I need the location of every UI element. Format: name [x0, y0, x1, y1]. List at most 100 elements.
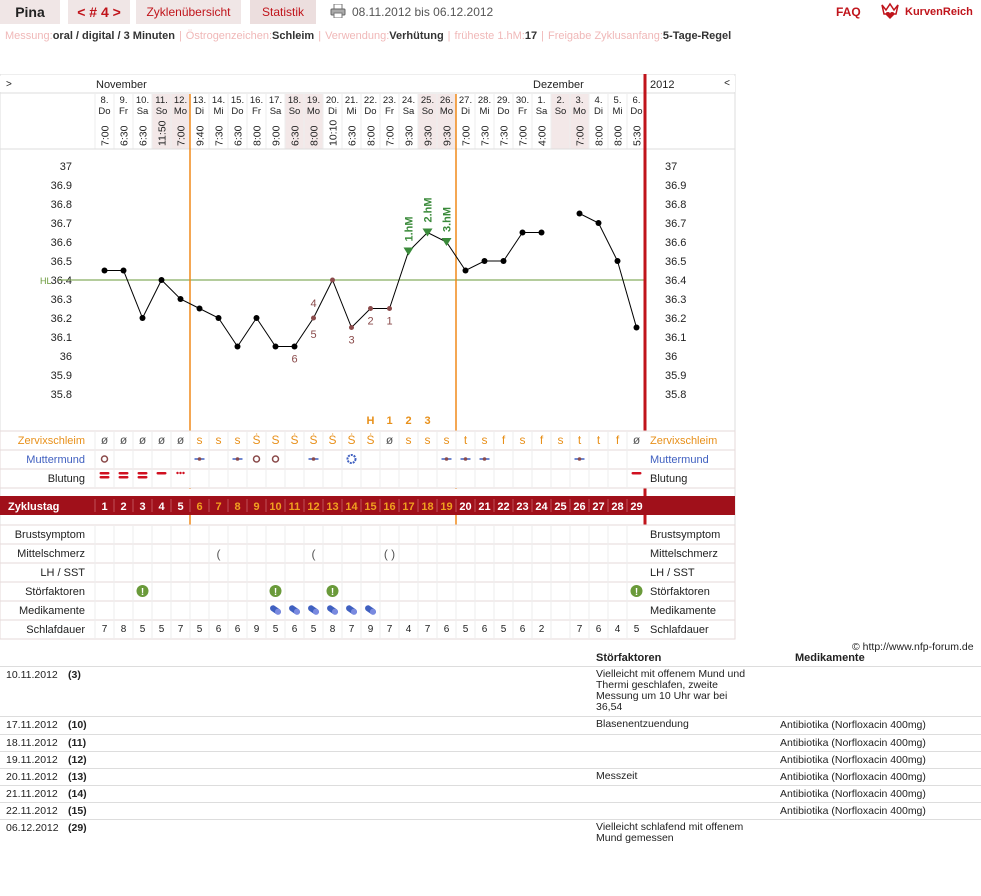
time-label: 11:50: [157, 120, 169, 146]
usage-label: Verwendung:: [325, 30, 390, 42]
sleep-value: 7: [178, 624, 184, 635]
note-cycle-day: (13): [68, 771, 87, 783]
temperature-point: [272, 343, 279, 350]
sleep-value: 6: [216, 624, 222, 635]
hm-value: 17: [524, 30, 538, 42]
date-label: 13.: [193, 95, 206, 106]
note-date: 20.11.2012: [6, 771, 58, 783]
bleeding-dot: [182, 471, 185, 475]
temperature-point: [215, 315, 222, 321]
row-label-left: Medikamente: [19, 605, 85, 617]
temperature-point: [177, 296, 184, 302]
low-number-label: 1: [386, 316, 392, 328]
temperature-point: [538, 229, 545, 236]
cervix-value: s: [235, 433, 241, 447]
estrogen-label: Östrogenzeichen:: [185, 30, 273, 42]
note-medication: Antibiotika (Norfloxacin 400mg): [780, 805, 926, 817]
weekday-label: Do: [497, 106, 509, 117]
sleep-value: 7: [425, 624, 431, 635]
sleep-value: 7: [577, 624, 583, 635]
cycle-day-number: 6: [196, 501, 202, 513]
weekday-label: Mo: [307, 106, 320, 117]
note-row: 10.11.2012 (3) Vielleicht mit offenem Mund…: [0, 666, 981, 713]
note-row: 21.11.2012 (14) Antibiotika (Norfloxacin 4…: [0, 785, 981, 800]
cervix-value: Ṡ: [252, 433, 260, 447]
faq-link[interactable]: FAQ: [836, 5, 861, 19]
weekday-label: Di: [461, 106, 470, 117]
temperature-point: [387, 306, 392, 311]
pill-shape: [331, 608, 338, 615]
y-tick-right: 36.7: [665, 218, 686, 230]
peak-label: 3: [424, 415, 430, 427]
cervix-value: Ṡ: [347, 433, 355, 447]
time-label: 6:30: [347, 125, 359, 146]
cervix-value: Ṡ: [290, 433, 298, 447]
cervix-value: t: [597, 433, 601, 447]
sleep-value: 6: [596, 624, 602, 635]
printer-icon[interactable]: [330, 4, 346, 18]
date-label: 20.: [326, 95, 339, 106]
month-row: [0, 76, 735, 92]
time-label: 6:30: [138, 125, 150, 146]
row-label-left: Störfaktoren: [25, 586, 85, 598]
row-label-left: LH / SST: [40, 567, 85, 579]
row-label-right: Blutung: [650, 473, 687, 485]
sleep-value: 4: [615, 624, 621, 635]
y-tick-right: 36.1: [665, 332, 686, 344]
sleep-value: 5: [634, 624, 640, 635]
row-label-right: Muttermund: [650, 454, 709, 466]
row-label-right: Medikamente: [650, 605, 716, 617]
y-tick-left: 36.2: [51, 313, 72, 325]
date-label: 11.: [155, 95, 168, 106]
data-row: [0, 562, 736, 583]
muttermund-open: [100, 455, 109, 463]
peak-label: 1: [386, 415, 392, 427]
tab-statistics[interactable]: Statistik: [250, 0, 316, 24]
weekday-label: Mo: [174, 106, 187, 117]
cervix-value: ø: [101, 433, 109, 447]
pill-shape: [350, 608, 357, 615]
cycle-nav[interactable]: < # 4 >: [68, 0, 130, 24]
sleep-value: 5: [501, 624, 507, 635]
bleeding-bar: [631, 472, 642, 475]
note-row: 20.11.2012 (13) Messzeit Antibiotika (Norfl…: [0, 768, 981, 783]
sleep-value: 6: [482, 624, 488, 635]
copyright: © http://www.nfp-forum.de: [852, 641, 974, 653]
disturbance-icon: [136, 585, 149, 597]
cervix-value: ø: [139, 433, 147, 447]
muttermund-dot: [482, 457, 487, 461]
row-label-left: Muttermund: [26, 454, 85, 466]
y-tick-right: 36.5: [665, 256, 686, 268]
coverline-label: HL: [40, 276, 52, 286]
midpain-symbol: (: [312, 547, 316, 561]
weekend-shade: [171, 94, 190, 149]
cervix-value: Ṡ: [309, 433, 317, 447]
cycle-day-number: 14: [345, 501, 358, 513]
note-medication: Antibiotika (Norfloxacin 400mg): [780, 788, 926, 800]
sleep-value: 5: [273, 624, 279, 635]
cervix-value: s: [444, 433, 450, 447]
row-label-left: Blutung: [48, 473, 85, 485]
sleep-value: 6: [444, 624, 450, 635]
bleeding-bar: [118, 476, 129, 479]
note-date: 21.11.2012: [6, 788, 58, 800]
tab-cycle-overview[interactable]: Zyklenübersicht: [136, 0, 241, 24]
note-row: 06.12.2012 (29) Vielleicht schlafend mit o…: [0, 819, 981, 844]
temperature-point: [291, 343, 298, 350]
note-row: 22.11.2012 (15) Antibiotika (Norfloxacin 4…: [0, 802, 981, 817]
y-tick-left: 35.9: [51, 370, 72, 382]
date-label: 24.: [402, 95, 415, 106]
note-medication: Antibiotika (Norfloxacin 400mg): [780, 737, 926, 749]
logo-text[interactable]: KurvenReich: [905, 6, 973, 18]
crown-heart-icon[interactable]: [880, 2, 900, 20]
cycle-day-number: 13: [326, 501, 338, 513]
weekday-label: Sa: [403, 106, 415, 117]
date-label: 16.: [250, 95, 263, 106]
sleep-value: 8: [121, 624, 127, 635]
time-label: 6:30: [290, 125, 302, 146]
time-label: 9:30: [423, 125, 435, 146]
temperature-point: [368, 306, 373, 311]
cycle-day-label: Zyklustag: [8, 501, 59, 513]
date-label: 22.: [364, 95, 377, 106]
sleep-value: 8: [330, 624, 336, 635]
